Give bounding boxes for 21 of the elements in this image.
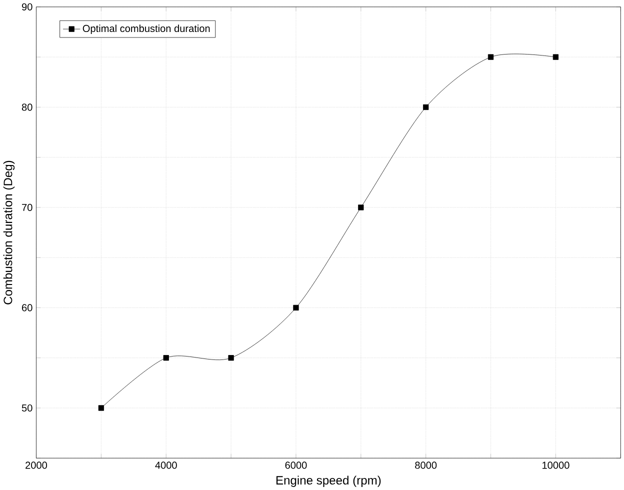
point: [228, 354, 234, 361]
y-tick-label: 90: [22, 3, 32, 10]
y-tick-label: 80: [22, 103, 32, 111]
y-tick-label: 70: [22, 204, 32, 211]
x-axis-title: Engine speed (rpm): [276, 476, 381, 487]
y-axis-title: Combustion duration (Deg): [3, 160, 15, 304]
point: [293, 304, 299, 310]
point: [423, 104, 429, 110]
point: [98, 405, 104, 411]
point: [488, 54, 494, 60]
legend-label: Optimal combustion duration: [82, 24, 210, 34]
y-tick-label: 60: [22, 304, 32, 312]
x-tick-label: 6000: [285, 462, 307, 469]
y-tick-label: 50: [22, 404, 32, 412]
x-tick-label: 8000: [415, 462, 437, 469]
x-tick-label: 10000: [542, 462, 570, 469]
point: [552, 54, 559, 60]
point: [163, 354, 169, 361]
point: [358, 204, 364, 210]
x-tick-label: 2000: [26, 462, 48, 469]
x-tick-label: 4000: [155, 462, 177, 469]
